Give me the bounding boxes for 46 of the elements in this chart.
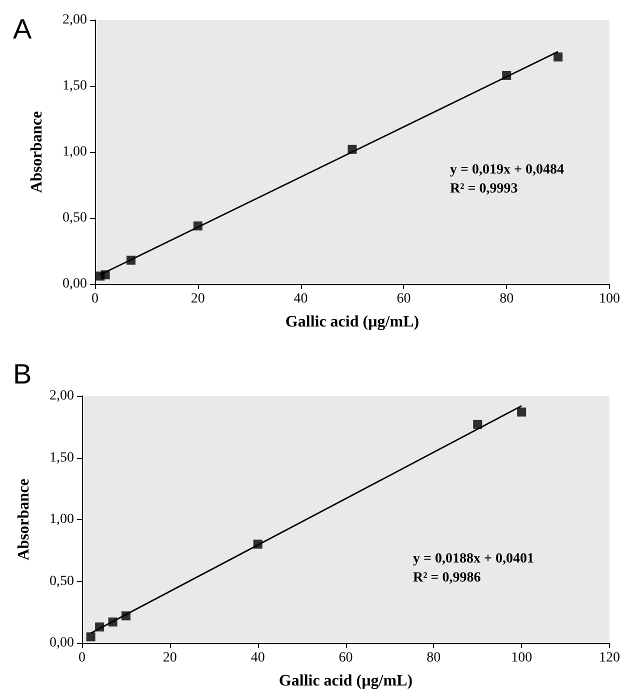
y-tick-label: 0,00 (50, 636, 74, 650)
annotation: R² = 0,9993 (450, 182, 518, 196)
y-tick-label: 0,00 (62, 276, 87, 292)
y-axis-title: Absorbance (28, 111, 46, 193)
point (95, 622, 104, 632)
chart-title: B (13, 358, 32, 390)
y-tick-label: 0,50 (62, 210, 87, 226)
annotation: R² = 0,9986 (413, 570, 481, 586)
x-tick-label: 60 (396, 292, 411, 306)
point (348, 144, 357, 154)
x-tick-label: 0 (78, 650, 86, 666)
point (473, 420, 482, 429)
x-axis-title: Gallic acid (µg/mL) (285, 314, 420, 330)
point (253, 540, 262, 549)
x-tick-label: 40 (250, 650, 265, 666)
point (121, 611, 130, 620)
x-tick-label: 100 (511, 650, 532, 666)
y-tick-label: 2,00 (62, 12, 87, 28)
point (502, 70, 512, 80)
x-tick-label: 80 (500, 292, 514, 306)
point (554, 52, 563, 62)
annotation: y = 0,0188x + 0,0401 (413, 552, 534, 566)
point (517, 408, 526, 417)
chart-title: A (13, 14, 32, 44)
x-tick-label: 0 (92, 292, 98, 306)
y-axis-title: Absorbance (16, 478, 32, 560)
y-tick-label: 1,50 (50, 450, 74, 466)
x-tick-label: 40 (294, 292, 308, 306)
x-tick-label: 80 (426, 650, 441, 666)
x-tick-label: 120 (599, 650, 620, 666)
y-tick-label: 1,00 (62, 144, 87, 160)
y-tick-label: 1,50 (62, 78, 87, 94)
x-tick-label: 60 (338, 650, 353, 666)
y-tick-label: 0,50 (50, 574, 74, 589)
y-tick-label: 1,00 (50, 512, 74, 527)
x-tick-label: 20 (162, 650, 177, 666)
x-tick-label: 20 (190, 292, 205, 306)
point (100, 270, 110, 280)
y-tick-label: 2,00 (50, 388, 74, 404)
x-axis-title: Gallic acid (µg/mL) (278, 672, 413, 690)
annotation: y = 0,019x + 0,0484 (450, 162, 564, 178)
x-tick-label: 100 (599, 292, 620, 306)
point (193, 221, 202, 230)
point (108, 618, 118, 627)
point (126, 256, 136, 265)
point (86, 632, 96, 642)
